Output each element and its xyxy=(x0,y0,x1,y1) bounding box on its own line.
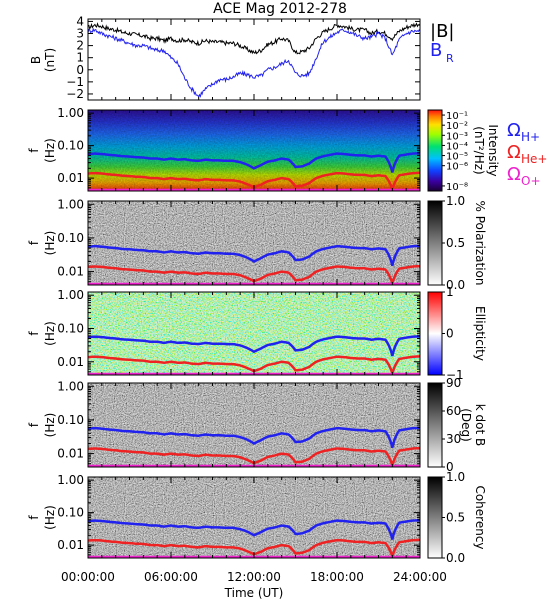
colorbar-tick-label: 10⁻⁴ xyxy=(446,141,468,152)
colorbar-tick-label: 1.0 xyxy=(446,194,465,208)
x-axis-label: Time (UT) xyxy=(224,586,284,600)
colorbar-tick-label: 30 xyxy=(446,432,461,446)
freq-tick-label: 0.01 xyxy=(57,355,84,369)
x-tick-label: 06:00:00 xyxy=(144,570,198,584)
colorbar-tick-label: 10⁻² xyxy=(446,121,468,132)
colorbar-tick-label: 0.0 xyxy=(446,551,465,565)
freq-label-unit: (Hz) xyxy=(43,413,57,438)
x-tick-label: 24:00:00 xyxy=(393,570,447,584)
gyrofrequency-line-h xyxy=(88,335,420,357)
colorbar-tick-label: 0 xyxy=(446,460,454,474)
freq-label-unit: (Hz) xyxy=(43,138,57,163)
panel-frame xyxy=(87,18,421,101)
colorbar-label: Intensity xyxy=(486,124,500,176)
freq-tick-label: 0.10 xyxy=(57,413,84,427)
gray-texture xyxy=(88,383,420,467)
colorbar-tick-label: −1 xyxy=(446,368,464,382)
freq-tick-label: 1.00 xyxy=(57,473,84,487)
x-tick-label: 12:00:00 xyxy=(227,570,281,584)
colorbar xyxy=(427,476,443,559)
b-y-tick-label: 3 xyxy=(76,27,84,41)
colorbar-tick-label: 10⁻¹ xyxy=(446,111,468,122)
colorbar-units: (Deg) xyxy=(459,408,473,442)
gyrofrequency-line-h xyxy=(88,152,420,173)
colorbar-tick-label: 0 xyxy=(446,327,454,341)
legend-omega-sub: H+ xyxy=(521,130,540,144)
colorbar-tick-label: 1.0 xyxy=(446,470,465,484)
b-y-tick-label: −1 xyxy=(66,75,84,89)
legend-b-total: |B| xyxy=(430,21,454,42)
spectrogram-texture xyxy=(88,110,420,191)
colorbar-tick-label: 0.0 xyxy=(446,278,465,292)
x-tick-label: 18:00:00 xyxy=(310,570,364,584)
freq-tick-label: 0.01 xyxy=(57,447,84,461)
colorbar-label: Ellipticity xyxy=(473,306,487,361)
freq-label-f: f xyxy=(27,148,41,153)
freq-label-f: f xyxy=(27,331,41,336)
colorbar-tick-label: 90 xyxy=(446,376,461,390)
colorbar xyxy=(427,382,443,468)
b-y-tick-label: 0 xyxy=(76,63,84,77)
freq-label-f: f xyxy=(27,515,41,520)
freq-label-unit: (Hz) xyxy=(43,505,57,530)
gyrofrequency-line-h xyxy=(88,426,420,448)
colorbar-units: (nT²/Hz) xyxy=(472,126,486,174)
b-series-line-r xyxy=(88,27,420,99)
colorbar-tick-label: 0.5 xyxy=(446,236,465,250)
b-series-line-total xyxy=(88,22,420,55)
b-y-label: B xyxy=(29,56,43,64)
colorbar-label: k dot B xyxy=(473,404,487,446)
ellipticity-texture xyxy=(88,292,420,375)
freq-tick-label: 0.10 xyxy=(57,506,84,520)
freq-tick-label: 1.00 xyxy=(57,197,84,211)
colorbar-label: Coherency xyxy=(473,485,487,549)
freq-tick-label: 1.00 xyxy=(57,379,84,393)
colorbar-tick-label: 10⁻⁶ xyxy=(446,162,468,173)
gray-texture xyxy=(88,201,420,285)
colorbar-tick-label: 10⁻³ xyxy=(446,131,468,142)
colorbar xyxy=(427,291,443,376)
freq-label-unit: (Hz) xyxy=(43,321,57,346)
freq-tick-label: 0.01 xyxy=(57,265,84,279)
x-tick-label: 00:00:00 xyxy=(61,570,115,584)
freq-label-f: f xyxy=(27,422,41,427)
b-y-tick-label: 4 xyxy=(76,14,84,28)
legend-omega-sub: O+ xyxy=(521,174,541,188)
colorbar-tick-label: 60 xyxy=(446,404,461,418)
colorbar-label: % Polarization xyxy=(473,201,487,286)
freq-tick-label: 0.10 xyxy=(57,321,84,335)
freq-label-f: f xyxy=(27,240,41,245)
legend-omega: Ω xyxy=(507,120,521,141)
gyrofrequency-line-h xyxy=(88,244,420,266)
freq-tick-label: 0.10 xyxy=(57,139,84,153)
b-y-tick-label: 2 xyxy=(76,39,84,53)
colorbar-tick-label: 10⁻⁵ xyxy=(446,152,468,163)
colorbar-tick-label: 10⁻⁸ xyxy=(446,182,468,193)
freq-tick-label: 1.00 xyxy=(57,288,84,302)
colorbar-tick-label: 1 xyxy=(446,285,454,299)
freq-tick-label: 1.00 xyxy=(57,106,84,120)
b-y-tick-label: −2 xyxy=(66,87,84,101)
freq-tick-label: 0.10 xyxy=(57,231,84,245)
legend-omega: Ω xyxy=(507,164,521,185)
legend-b-r: B xyxy=(430,40,442,61)
legend-omega-sub: He+ xyxy=(521,152,547,166)
b-y-unit: (nT) xyxy=(43,48,57,72)
legend-b-r-sub: R xyxy=(446,52,454,65)
figure-title: ACE Mag 2012-278 xyxy=(213,1,347,17)
colorbar xyxy=(427,200,443,286)
colorbar-tick-label: 0.5 xyxy=(446,511,465,525)
freq-label-unit: (Hz) xyxy=(43,231,57,256)
legend-omega: Ω xyxy=(507,142,521,163)
freq-tick-label: 0.01 xyxy=(57,171,84,185)
gyrofrequency-line-h xyxy=(88,519,420,540)
freq-tick-label: 0.01 xyxy=(57,538,84,552)
colorbar xyxy=(427,109,443,192)
b-y-tick-label: 1 xyxy=(76,51,84,65)
gray-texture xyxy=(88,477,420,558)
